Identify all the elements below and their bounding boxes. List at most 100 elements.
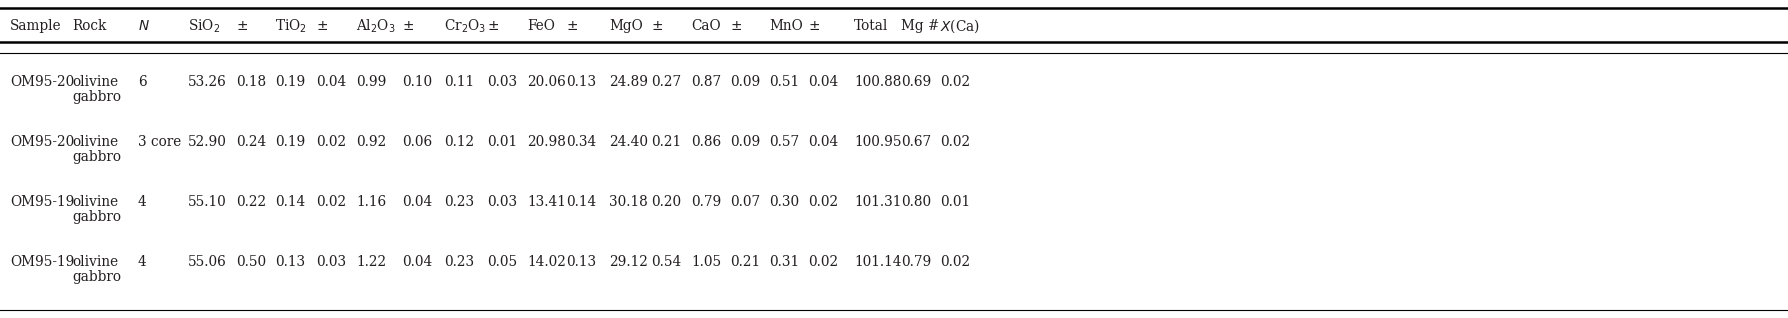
Text: OM95-20: OM95-20: [11, 75, 75, 89]
Text: 0.57: 0.57: [769, 135, 799, 149]
Text: 101.31: 101.31: [855, 195, 901, 209]
Text: 0.12: 0.12: [443, 135, 474, 149]
Text: 0.21: 0.21: [730, 255, 760, 269]
Text: 29.12: 29.12: [610, 255, 647, 269]
Text: 0.04: 0.04: [402, 195, 433, 209]
Text: 20.06: 20.06: [527, 75, 565, 89]
Text: $\pm$: $\pm$: [808, 19, 821, 33]
Text: 0.04: 0.04: [316, 75, 347, 89]
Text: 0.79: 0.79: [690, 195, 721, 209]
Text: 0.18: 0.18: [236, 75, 266, 89]
Text: 0.13: 0.13: [567, 255, 595, 269]
Text: 0.50: 0.50: [236, 255, 266, 269]
Text: 0.19: 0.19: [275, 135, 306, 149]
Text: 0.02: 0.02: [316, 135, 347, 149]
Text: 0.02: 0.02: [808, 195, 839, 209]
Text: 0.11: 0.11: [443, 75, 474, 89]
Text: 0.87: 0.87: [690, 75, 721, 89]
Text: 20.98: 20.98: [527, 135, 565, 149]
Text: 4: 4: [138, 195, 147, 209]
Text: 0.34: 0.34: [567, 135, 595, 149]
Text: 3 core: 3 core: [138, 135, 181, 149]
Text: 0.22: 0.22: [236, 195, 266, 209]
Text: 0.14: 0.14: [275, 195, 306, 209]
Text: $\pm$: $\pm$: [236, 19, 249, 33]
Text: Total: Total: [855, 19, 889, 33]
Text: gabbro: gabbro: [72, 150, 122, 164]
Text: $\pm$: $\pm$: [486, 19, 499, 33]
Text: 0.86: 0.86: [690, 135, 721, 149]
Text: 0.54: 0.54: [651, 255, 681, 269]
Text: 0.04: 0.04: [808, 135, 839, 149]
Text: 0.09: 0.09: [730, 135, 760, 149]
Text: 0.04: 0.04: [402, 255, 433, 269]
Text: Sample: Sample: [11, 19, 61, 33]
Text: 24.40: 24.40: [610, 135, 647, 149]
Text: 0.21: 0.21: [651, 135, 681, 149]
Text: 4: 4: [138, 255, 147, 269]
Text: 6: 6: [138, 75, 147, 89]
Text: 0.14: 0.14: [567, 195, 595, 209]
Text: 0.09: 0.09: [730, 75, 760, 89]
Text: 0.99: 0.99: [356, 75, 386, 89]
Text: 0.30: 0.30: [769, 195, 799, 209]
Text: OM95-19: OM95-19: [11, 255, 75, 269]
Text: Cr$_2$O$_3$: Cr$_2$O$_3$: [443, 17, 486, 35]
Text: 13.41: 13.41: [527, 195, 565, 209]
Text: 0.05: 0.05: [486, 255, 517, 269]
Text: $\mathit{N}$: $\mathit{N}$: [138, 19, 150, 33]
Text: FeO: FeO: [527, 19, 554, 33]
Text: Rock: Rock: [72, 19, 105, 33]
Text: 0.02: 0.02: [808, 255, 839, 269]
Text: 52.90: 52.90: [188, 135, 227, 149]
Text: gabbro: gabbro: [72, 270, 122, 284]
Text: olivine: olivine: [72, 255, 118, 269]
Text: 0.06: 0.06: [402, 135, 433, 149]
Text: 0.02: 0.02: [316, 195, 347, 209]
Text: 0.03: 0.03: [486, 75, 517, 89]
Text: 0.24: 0.24: [236, 135, 266, 149]
Text: 53.26: 53.26: [188, 75, 227, 89]
Text: 0.01: 0.01: [940, 195, 971, 209]
Text: $\pm$: $\pm$: [651, 19, 663, 33]
Text: 0.04: 0.04: [808, 75, 839, 89]
Text: 0.02: 0.02: [940, 135, 971, 149]
Text: 1.22: 1.22: [356, 255, 386, 269]
Text: TiO$_2$: TiO$_2$: [275, 17, 308, 35]
Text: 100.95: 100.95: [855, 135, 901, 149]
Text: 0.20: 0.20: [651, 195, 681, 209]
Text: 0.19: 0.19: [275, 75, 306, 89]
Text: 1.16: 1.16: [356, 195, 386, 209]
Text: 0.92: 0.92: [356, 135, 386, 149]
Text: 30.18: 30.18: [610, 195, 647, 209]
Text: 0.79: 0.79: [901, 255, 932, 269]
Text: 24.89: 24.89: [610, 75, 647, 89]
Text: 0.51: 0.51: [769, 75, 799, 89]
Text: 0.80: 0.80: [901, 195, 932, 209]
Text: 0.23: 0.23: [443, 255, 474, 269]
Text: olivine: olivine: [72, 75, 118, 89]
Text: OM95-19: OM95-19: [11, 195, 75, 209]
Text: 101.14: 101.14: [855, 255, 901, 269]
Text: 0.31: 0.31: [769, 255, 799, 269]
Text: 55.10: 55.10: [188, 195, 227, 209]
Text: 0.23: 0.23: [443, 195, 474, 209]
Text: 0.02: 0.02: [940, 255, 971, 269]
Text: $\mathit{X}$(Ca): $\mathit{X}$(Ca): [940, 17, 980, 35]
Text: 0.01: 0.01: [486, 135, 517, 149]
Text: Al$_2$O$_3$: Al$_2$O$_3$: [356, 17, 395, 35]
Text: olivine: olivine: [72, 195, 118, 209]
Text: 0.02: 0.02: [940, 75, 971, 89]
Text: 0.67: 0.67: [901, 135, 932, 149]
Text: MgO: MgO: [610, 19, 642, 33]
Text: $\pm$: $\pm$: [730, 19, 742, 33]
Text: CaO: CaO: [690, 19, 721, 33]
Text: $\pm$: $\pm$: [567, 19, 578, 33]
Text: Mg #: Mg #: [901, 19, 939, 33]
Text: gabbro: gabbro: [72, 90, 122, 104]
Text: 1.05: 1.05: [690, 255, 721, 269]
Text: $\pm$: $\pm$: [402, 19, 415, 33]
Text: 0.03: 0.03: [316, 255, 347, 269]
Text: $\pm$: $\pm$: [316, 19, 327, 33]
Text: 0.03: 0.03: [486, 195, 517, 209]
